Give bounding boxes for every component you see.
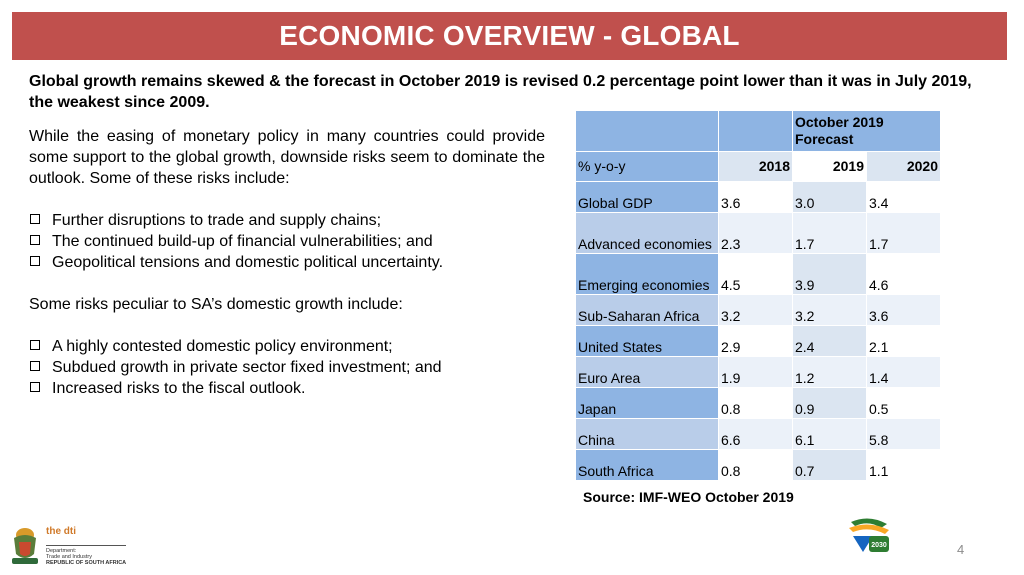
table-row: China 6.6 6.1 5.8	[575, 418, 1015, 450]
table-cell: 1.2	[792, 356, 867, 388]
table-cell: 4.6	[866, 253, 941, 295]
table-cell: 5.8	[866, 418, 941, 450]
table-cell: 0.8	[718, 449, 793, 481]
table-cell: 2.9	[718, 325, 793, 357]
list-item: Subdued growth in private sector fixed i…	[29, 357, 545, 378]
row-label: Advanced economies	[575, 212, 719, 254]
table-header-cell	[575, 110, 719, 152]
unit-label: % y-o-y	[575, 151, 719, 182]
year-header: 2020	[866, 151, 941, 182]
table-cell: 0.5	[866, 387, 941, 419]
dti-country: REPUBLIC OF SOUTH AFRICA	[46, 560, 127, 566]
table-row: Emerging economies 4.5 3.9 4.6	[575, 253, 1015, 295]
row-label: South Africa	[575, 449, 719, 481]
table-cell: 1.7	[792, 212, 867, 254]
checkbox-bullet-icon	[30, 382, 40, 392]
checkbox-bullet-icon	[30, 256, 40, 266]
table-cell: 3.9	[792, 253, 867, 295]
row-label: Global GDP	[575, 181, 719, 213]
table-cell: 3.6	[718, 181, 793, 213]
intro-paragraph: While the easing of monetary policy in m…	[29, 128, 545, 187]
table-cell: 0.8	[718, 387, 793, 419]
coat-of-arms-icon	[12, 528, 38, 564]
table-row: Japan 0.8 0.9 0.5	[575, 387, 1015, 419]
checkbox-bullet-icon	[30, 235, 40, 245]
title-bar: ECONOMIC OVERVIEW - GLOBAL	[12, 12, 1007, 60]
table-cell: 1.1	[866, 449, 941, 481]
table-row: United States 2.9 2.4 2.1	[575, 325, 1015, 357]
table-cell: 6.6	[718, 418, 793, 450]
dti-sub: Department: Trade and Industry	[46, 548, 92, 560]
row-label: United States	[575, 325, 719, 357]
table-header-row: October 2019 Forecast	[575, 110, 1015, 152]
sa-risks-list: A highly contested domestic policy envir…	[29, 336, 545, 399]
ndp-logo-text: 2030	[871, 542, 887, 549]
row-label: China	[575, 418, 719, 450]
spacer	[29, 315, 545, 336]
table-cell: 3.4	[866, 181, 941, 213]
row-label: Emerging economies	[575, 253, 719, 295]
ndp-2030-logo: 2030	[845, 516, 893, 554]
spacer	[29, 189, 545, 210]
checkbox-bullet-icon	[30, 361, 40, 371]
year-header: 2018	[718, 151, 793, 182]
table-cell: 1.7	[866, 212, 941, 254]
table-cell: 2.3	[718, 212, 793, 254]
slide-title: ECONOMIC OVERVIEW - GLOBAL	[279, 20, 740, 51]
headline: Global growth remains skewed & the forec…	[29, 73, 972, 111]
list-item: Geopolitical tensions and domestic polit…	[29, 252, 545, 273]
list-item: The continued build-up of financial vuln…	[29, 231, 545, 252]
table-cell: 3.6	[866, 294, 941, 326]
forecast-header: October 2019 Forecast	[792, 110, 941, 152]
table-row: South Africa 0.8 0.7 1.1	[575, 449, 1015, 481]
list-item: Increased risks to the fiscal outlook.	[29, 378, 545, 399]
table-cell: 3.2	[718, 294, 793, 326]
table-row: Global GDP 3.6 3.0 3.4	[575, 181, 1015, 213]
list-item: Further disruptions to trade and supply …	[29, 210, 545, 231]
table-cell: 3.2	[792, 294, 867, 326]
table-header-cell	[940, 110, 1015, 152]
sa-intro-paragraph: Some risks peculiar to SA’s domestic gro…	[29, 296, 403, 313]
table-cell: 2.4	[792, 325, 867, 357]
forecast-table: October 2019 Forecast % y-o-y 2018 2019 …	[575, 110, 1015, 481]
global-risks-list: Further disruptions to trade and supply …	[29, 210, 545, 273]
table-cell: 4.5	[718, 253, 793, 295]
checkbox-bullet-icon	[30, 214, 40, 224]
table-cell: 0.9	[792, 387, 867, 419]
table-row: Advanced economies 2.3 1.7 1.7	[575, 212, 1015, 254]
row-label: Euro Area	[575, 356, 719, 388]
table-cell: 2.1	[866, 325, 941, 357]
year-header: 2019	[792, 151, 867, 182]
body-text: While the easing of monetary policy in m…	[29, 126, 545, 399]
table-cell: 1.9	[718, 356, 793, 388]
spacer	[29, 273, 545, 294]
table-cell: 0.7	[792, 449, 867, 481]
table-cell: 1.4	[866, 356, 941, 388]
checkbox-bullet-icon	[30, 340, 40, 350]
row-label: Japan	[575, 387, 719, 419]
table-year-row: % y-o-y 2018 2019 2020	[575, 151, 1015, 182]
table-cell: 6.1	[792, 418, 867, 450]
divider	[46, 545, 126, 546]
list-item: A highly contested domestic policy envir…	[29, 336, 545, 357]
table-row: Euro Area 1.9 1.2 1.4	[575, 356, 1015, 388]
dti-name: the dti	[46, 526, 76, 537]
table-row: Sub-Saharan Africa 3.2 3.2 3.6	[575, 294, 1015, 326]
source-note: Source: IMF-WEO October 2019	[583, 489, 794, 505]
table-cell: 3.0	[792, 181, 867, 213]
dti-logo: the dti Department: Trade and Industry RE…	[8, 524, 128, 570]
row-label: Sub-Saharan Africa	[575, 294, 719, 326]
table-header-cell	[718, 110, 793, 152]
page-number: 4	[957, 542, 965, 557]
